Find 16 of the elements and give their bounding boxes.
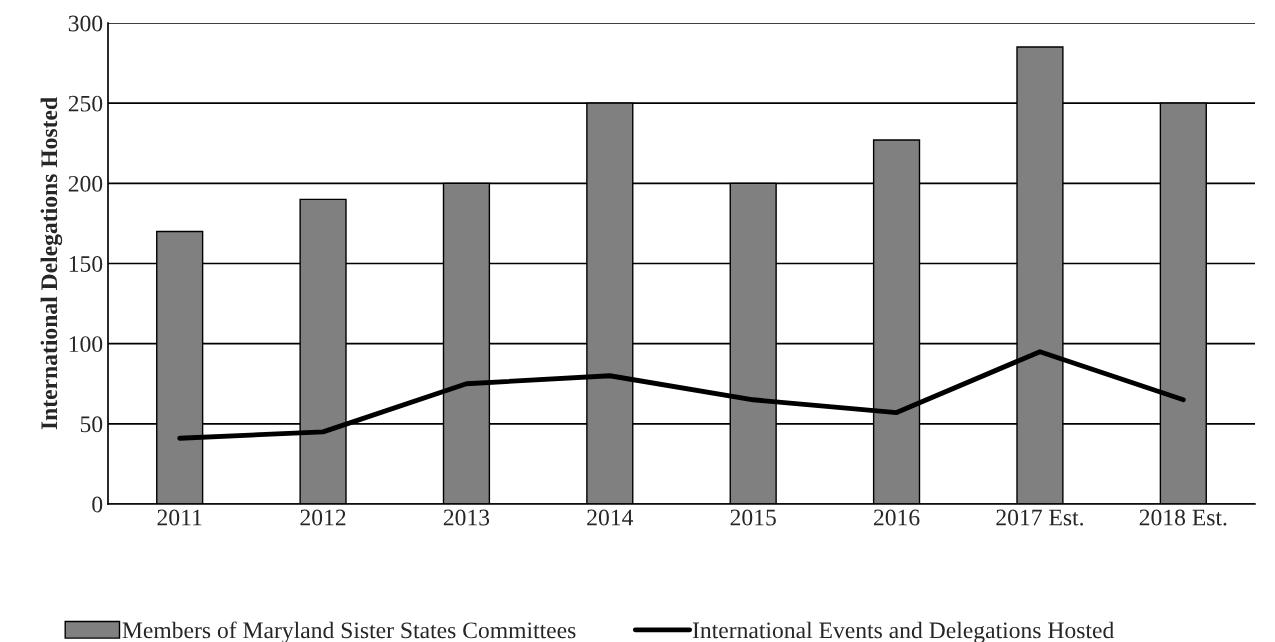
x-tick-label: 2017 Est. [996,509,1083,526]
y-tick-label: 150 [69,255,103,272]
x-tick-label: 2012 [300,509,346,526]
x-tick-label: 2015 [730,509,776,526]
x-tick-label: 2018 Est. [1139,509,1227,526]
y-tick-label: 0 [92,496,103,513]
x-tick-label: 2013 [443,509,490,526]
x-tick-label: 2014 [587,509,634,526]
x-tick-label: 2011 [157,509,202,526]
y-tick-label: 50 [80,416,103,433]
y-axis-title: International Delegations Hosted [40,97,63,430]
x-tick-label: 2016 [873,509,920,526]
y-tick-label: 100 [69,336,103,353]
y-tick-label: 200 [68,175,103,192]
y-tick-label: 300 [68,15,103,32]
y-tick-label: 250 [68,95,103,112]
